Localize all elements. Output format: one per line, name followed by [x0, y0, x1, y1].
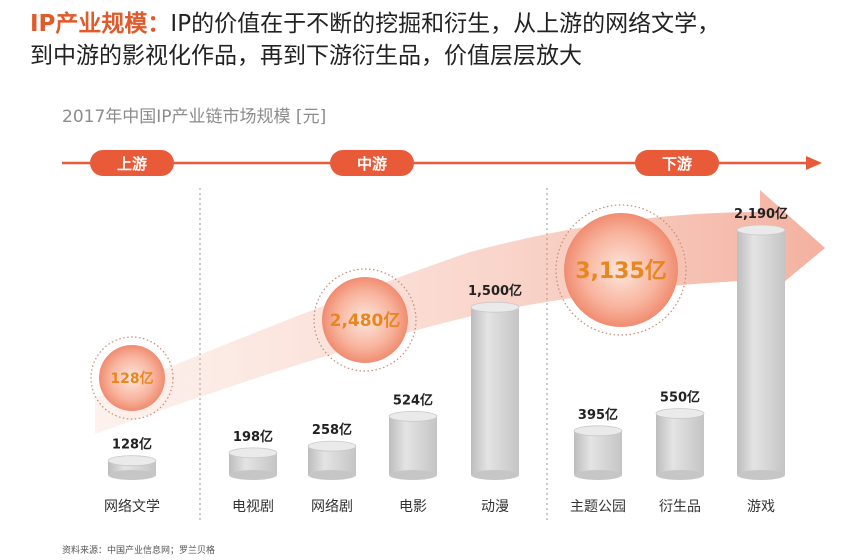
chart-subtitle: 2017年中国IP产业链市场规模 [元] [62, 107, 327, 127]
category-label-5: 动漫 [481, 499, 509, 515]
bar-4 [388, 410, 438, 480]
bar-value-label-1: 128亿 [112, 437, 152, 453]
title-highlight: IP产业规模： [30, 11, 171, 37]
growth-arrow [95, 190, 825, 434]
bar-top-2 [228, 447, 278, 459]
bar-base-8 [737, 470, 785, 480]
stage-pill-2 [330, 150, 414, 176]
bar-value-label-8: 2,190亿 [734, 206, 788, 222]
bar-value-label-2: 198亿 [233, 429, 273, 445]
category-label-6: 主题公园 [570, 499, 626, 515]
source-note: 资料来源：中国产业信息网；罗兰贝格 [62, 546, 216, 556]
page-title: IP产业规模：IP的价值在于不断的挖掘和衍生，从上游的网络文学， 到中游的影视化… [30, 8, 850, 72]
title-line-2: 到中游的影视化作品，再到下游衍生品，价值层层放大 [30, 43, 582, 69]
stage-bubble-2 [322, 277, 408, 363]
bar-body-6 [574, 430, 622, 475]
bar-8 [736, 224, 786, 480]
bar-base-5 [471, 470, 519, 480]
title-line-1: IP的价值在于不断的挖掘和衍生，从上游的网络文学， [170, 11, 721, 37]
stage-bubble-ring-1 [90, 336, 174, 420]
bar-base-7 [656, 470, 704, 480]
bar-base-1 [108, 470, 156, 480]
stage-label-1: 上游 [117, 155, 147, 173]
bar-body-7 [656, 413, 704, 475]
bar-6 [573, 425, 623, 480]
bar-base-6 [574, 470, 622, 480]
stage-pill-1 [90, 150, 174, 176]
bar-2 [228, 447, 278, 480]
stage-bubble-ring-2 [313, 268, 417, 372]
category-label-8: 游戏 [747, 499, 775, 515]
stage-total-label-1: 128亿 [110, 370, 153, 387]
stage-label-2: 中游 [357, 155, 387, 173]
bar-body-2 [229, 452, 277, 475]
stage-bubble-1 [99, 345, 165, 411]
stage-total-label-3: 3,135亿 [575, 259, 667, 284]
category-label-2: 电视剧 [232, 499, 274, 515]
bar-top-1 [107, 455, 157, 467]
bar-body-4 [389, 416, 437, 475]
timeline-arrowhead [806, 156, 822, 170]
bar-5 [470, 301, 520, 480]
bar-value-label-6: 395亿 [578, 407, 618, 423]
bar-top-7 [655, 408, 705, 419]
bar-base-2 [229, 470, 277, 480]
stage-bubble-3 [564, 213, 678, 327]
bar-top-6 [573, 425, 623, 437]
stage-label-3: 下游 [662, 155, 692, 173]
bar-value-label-7: 550亿 [660, 389, 700, 405]
bar-body-8 [737, 230, 785, 475]
bar-7 [655, 408, 705, 480]
bar-top-3 [307, 440, 357, 452]
bar-value-label-5: 1,500亿 [468, 283, 522, 299]
bar-top-4 [388, 410, 438, 422]
category-label-4: 电影 [399, 499, 427, 515]
stage-total-label-2: 2,480亿 [330, 310, 401, 331]
bar-body-5 [471, 307, 519, 475]
category-label-1: 网络文学 [104, 499, 160, 515]
bar-top-8 [736, 224, 786, 236]
bar-value-label-3: 258亿 [312, 422, 352, 438]
bar-1 [107, 455, 157, 480]
stage-pill-3 [635, 150, 719, 176]
bar-base-3 [308, 470, 356, 480]
category-label-3: 网络剧 [311, 499, 353, 515]
bar-top-5 [470, 301, 520, 313]
bar-base-4 [389, 470, 437, 480]
bar-3 [307, 440, 357, 480]
bar-value-label-4: 524亿 [393, 392, 433, 408]
category-label-7: 衍生品 [659, 499, 701, 515]
stage-bubble-ring-3 [555, 204, 687, 336]
